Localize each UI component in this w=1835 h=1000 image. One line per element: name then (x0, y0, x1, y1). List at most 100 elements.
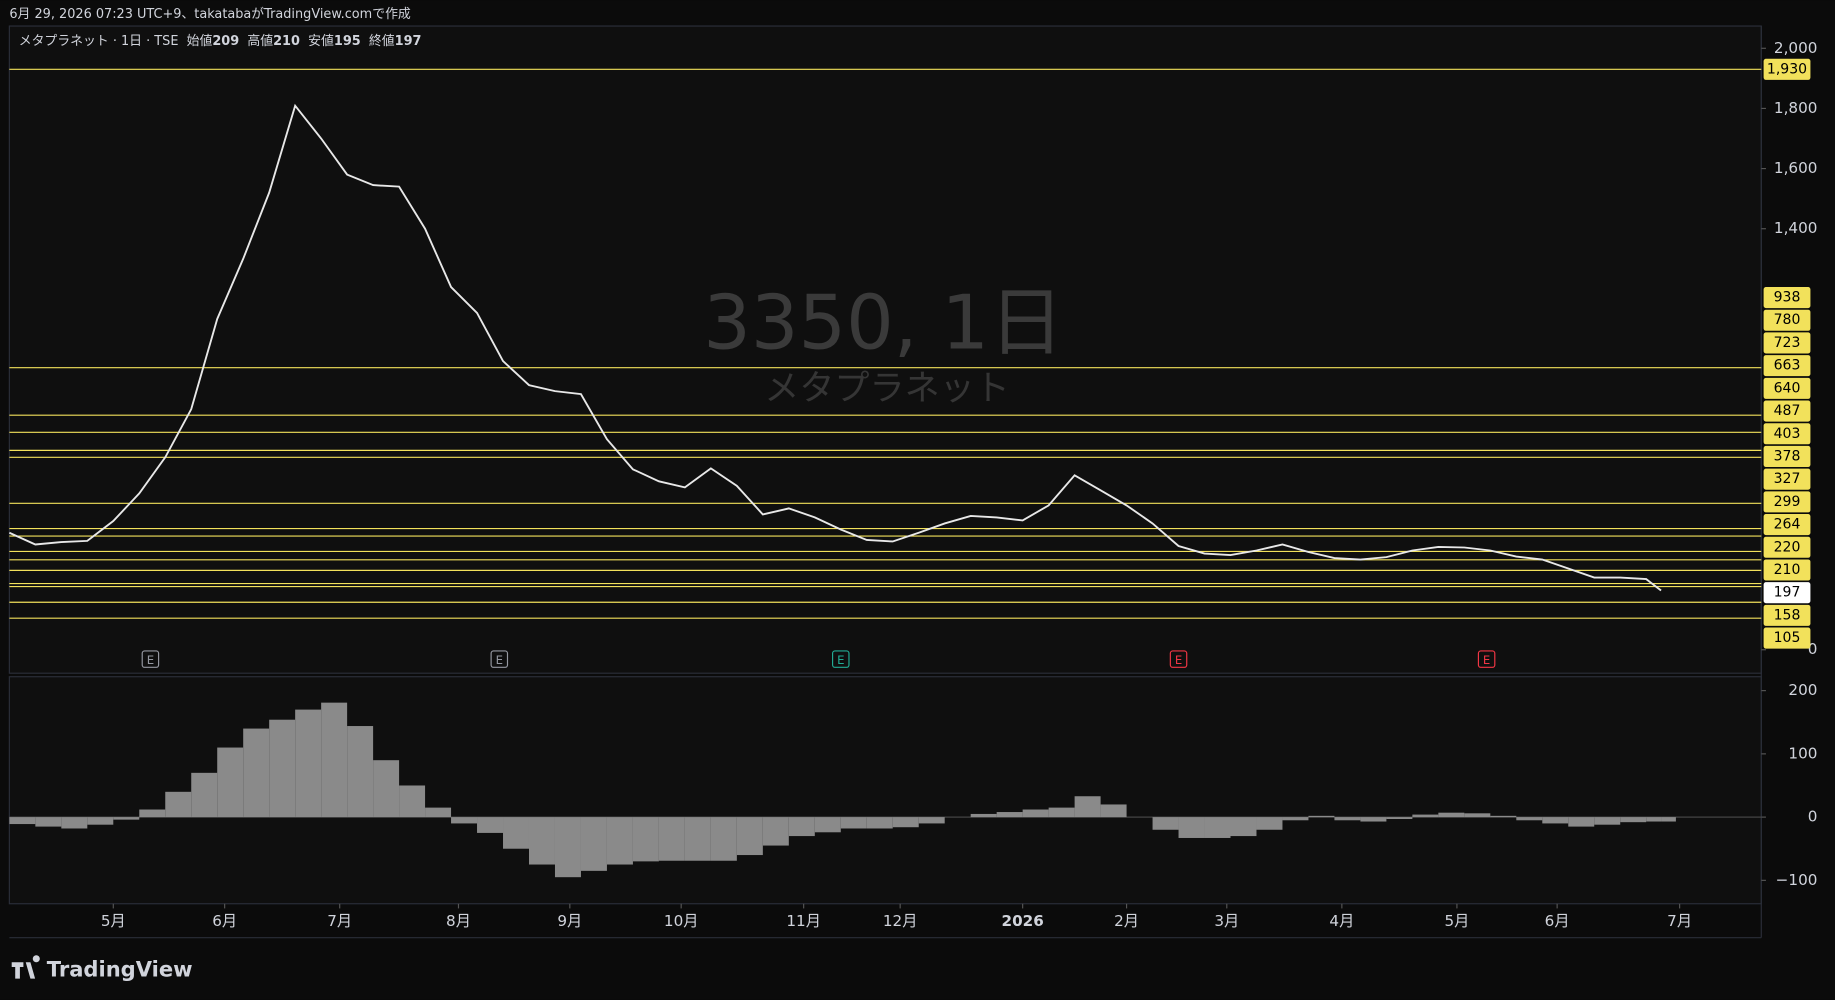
legend-value: 197 (395, 34, 422, 49)
histogram-bar (1334, 817, 1361, 821)
legend-value: 195 (334, 34, 361, 49)
level-tag (1763, 445, 1811, 467)
histogram-bar (1646, 817, 1662, 822)
histogram-bar (762, 817, 789, 846)
y-tick-label: 2,000 (1774, 39, 1818, 57)
level-label: 663 (1774, 358, 1801, 374)
level-label: 1,930 (1767, 61, 1807, 77)
histogram-bar (243, 728, 270, 818)
histogram-bar (87, 817, 114, 825)
logo: TradingView (11, 955, 193, 981)
x-tick-label: 8月 (446, 912, 471, 930)
histogram-bar (191, 772, 218, 818)
histogram-bar (451, 817, 478, 824)
watermark-symbol: 3350, 1日 (703, 278, 1064, 366)
histogram-bar (996, 812, 1023, 818)
histogram-bar (1464, 813, 1491, 818)
legend-field: 安値 (308, 33, 334, 49)
histogram-bar (373, 760, 400, 818)
y-tick-label: 0 (1808, 808, 1818, 826)
level-tag (1763, 468, 1811, 490)
x-tick-label: 4月 (1329, 912, 1354, 930)
header-caption: 6月 29, 2026 07:23 UTC+9、takatabaがTrading… (9, 7, 411, 22)
level-tag (1763, 58, 1811, 80)
histogram-bar (9, 817, 36, 825)
logo-text: TradingView (47, 956, 193, 981)
histogram-bar (1542, 817, 1569, 824)
histogram-bar (321, 702, 348, 818)
histogram-bar (606, 817, 633, 865)
histogram-bar (1230, 817, 1257, 837)
y-tick-label: −100 (1776, 871, 1818, 889)
legend-value: 210 (273, 34, 300, 49)
level-tag (1763, 491, 1811, 513)
histogram-bar (866, 817, 893, 829)
level-tag (1763, 332, 1811, 354)
level-label: 210 (1774, 562, 1801, 578)
x-tick-label: 12月 (883, 912, 918, 930)
histogram-bar (1282, 817, 1309, 821)
histogram-bar (165, 791, 192, 818)
event-label: E (837, 653, 844, 667)
event-marker (141, 650, 160, 668)
histogram-bar (269, 719, 296, 818)
histogram-bar (1022, 809, 1049, 818)
histogram-bar (632, 817, 659, 862)
histogram-bar (840, 817, 867, 829)
x-tick-label: 2026 (1001, 912, 1043, 930)
level-tag (1763, 536, 1811, 558)
histogram-bar (1438, 812, 1465, 818)
x-tick-label: 5月 (101, 912, 126, 930)
level-tag (1763, 309, 1811, 331)
legend-field: 始値 (187, 33, 213, 49)
histogram-bar (113, 817, 140, 820)
histogram-bar (1594, 817, 1621, 825)
level-tag (1763, 604, 1811, 626)
histogram-bar (710, 817, 737, 861)
y-tick-label: 100 (1788, 744, 1817, 762)
x-tick-label: 2月 (1114, 912, 1139, 930)
level-tag (1763, 514, 1811, 536)
y-tick-label: 1,800 (1774, 99, 1818, 117)
event-marker (490, 650, 509, 668)
histogram-bar (61, 817, 88, 829)
level-label: 327 (1774, 471, 1801, 487)
price-pane (8, 25, 1762, 674)
level-tag (1763, 559, 1811, 581)
level-label: 158 (1774, 607, 1801, 623)
x-tick-label: 3月 (1214, 912, 1239, 930)
legend-title: メタプラネット · 1日 · TSE (19, 34, 179, 49)
level-label: 264 (1774, 517, 1801, 533)
histogram-bar (1661, 817, 1676, 822)
y-tick-label: 0 (1808, 640, 1818, 658)
legend: メタプラネット · 1日 · TSE 始値209 高値210 安値195 終値197 (19, 33, 422, 49)
level-label: 105 (1774, 630, 1801, 646)
histogram-bar (1308, 815, 1335, 818)
histogram-bar (1048, 807, 1075, 818)
histogram-bar (918, 817, 945, 824)
histogram-bar (399, 785, 426, 818)
x-tick-label: 11月 (786, 912, 821, 930)
level-tag (1763, 287, 1811, 309)
y-tick-label: 1,600 (1774, 159, 1818, 177)
histogram-bar (892, 817, 919, 828)
level-label: 723 (1774, 335, 1801, 351)
level-tag (1763, 400, 1811, 422)
histogram-bar (503, 817, 529, 849)
histogram-bar (580, 817, 607, 871)
x-tick-label: 6月 (212, 912, 237, 930)
histogram-bar (1256, 817, 1283, 830)
histogram-bar (788, 817, 815, 837)
histogram-bar (1360, 817, 1387, 822)
y-tick-label: 200 (1788, 681, 1817, 699)
histogram-bar (295, 709, 322, 818)
legend-field: 高値 (247, 33, 273, 49)
event-label: E (1175, 653, 1182, 667)
event-marker (832, 650, 850, 668)
histogram-bar (1074, 796, 1101, 818)
y-tick-label: 1,400 (1774, 219, 1818, 237)
histogram-bar (1152, 817, 1179, 830)
histogram-bar (814, 817, 841, 833)
x-tick-label: 6月 (1545, 912, 1570, 930)
